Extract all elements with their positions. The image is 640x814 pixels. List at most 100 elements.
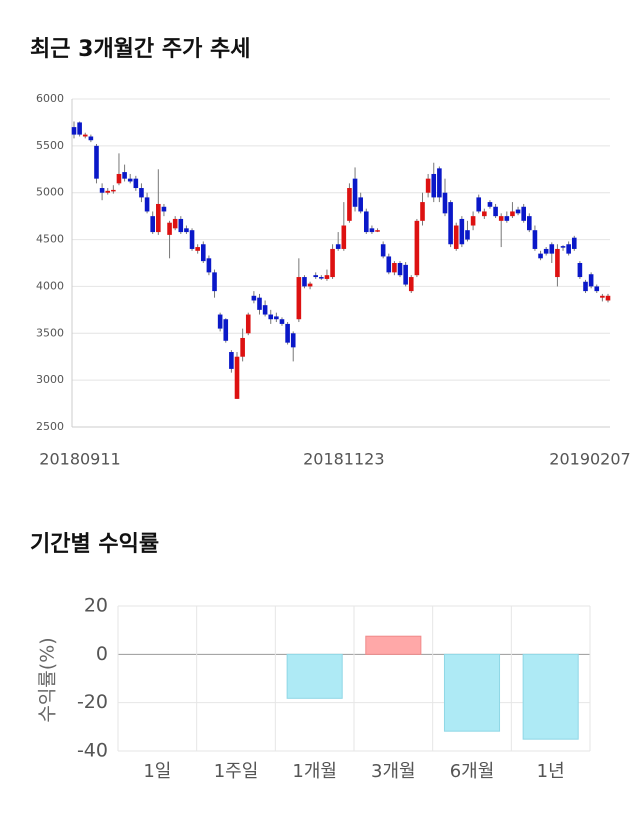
candle-body: [82, 134, 88, 137]
candle-body: [122, 172, 127, 179]
candle-body: [184, 228, 189, 233]
candle-body: [459, 218, 465, 245]
candle-body: [420, 202, 425, 221]
candle-body: [352, 178, 358, 207]
x-tick-label: 1년: [537, 761, 565, 782]
candle-body: [482, 211, 487, 217]
y-tick-label: -20: [77, 691, 108, 713]
candle-body: [223, 319, 229, 341]
x-tick-label: 1주일: [214, 761, 259, 782]
candle-body: [392, 263, 397, 273]
candle-body: [504, 216, 510, 221]
candle-body: [498, 216, 504, 221]
candle-body: [487, 202, 493, 207]
candle-body: [442, 192, 448, 214]
candle-body: [403, 264, 408, 285]
candle-body: [369, 228, 375, 233]
candle-body: [285, 323, 290, 343]
candle-body: [77, 122, 82, 135]
candle-body: [262, 305, 268, 315]
candle-body: [133, 178, 139, 189]
candle-body: [324, 275, 330, 279]
candle-body: [307, 283, 313, 287]
candle-body: [161, 206, 167, 212]
candle-body: [313, 275, 319, 278]
y-axis-label: 수익률(%): [37, 637, 59, 722]
candle-body: [538, 253, 543, 259]
candle-body: [414, 220, 420, 276]
candle-body: [583, 281, 588, 292]
candle-body: [408, 277, 414, 292]
candle-body: [319, 277, 324, 279]
x-tick-label: 6개월: [450, 761, 495, 782]
candle-body: [453, 225, 459, 249]
candle-body: [274, 316, 279, 320]
candle-body: [127, 178, 133, 182]
y-tick-label: 3500: [36, 326, 64, 339]
candle-body: [212, 272, 217, 292]
x-tick-label: 3개월: [371, 761, 416, 782]
candle-body: [144, 197, 150, 212]
candle-body: [493, 206, 498, 217]
candle-body: [397, 263, 403, 276]
y-tick-label: 2500: [36, 420, 64, 433]
candle-body: [594, 286, 600, 292]
candle-body: [437, 168, 442, 198]
candle-body: [515, 209, 521, 214]
candle-body: [302, 277, 307, 287]
candle-body: [167, 222, 172, 235]
candle-body: [257, 297, 262, 310]
candle-body: [178, 218, 184, 233]
bar: [286, 653, 343, 699]
candle-body: [245, 314, 251, 334]
candle-body: [296, 277, 302, 320]
candle-body: [206, 258, 212, 273]
candle-body: [200, 244, 206, 262]
bar: [443, 653, 501, 732]
y-tick-label: 0: [96, 643, 108, 665]
candle-body: [234, 356, 240, 399]
candle-body: [229, 352, 234, 369]
y-tick-label: 3000: [36, 373, 64, 386]
candle-body: [335, 244, 341, 249]
y-tick-label: 4000: [36, 279, 64, 292]
candle-body: [577, 263, 583, 278]
candle-body: [605, 295, 611, 301]
candle-body: [386, 256, 392, 273]
candle-body: [425, 178, 431, 193]
x-tick-label: 1개월: [292, 761, 337, 782]
bar: [522, 653, 579, 740]
bar: [365, 635, 422, 655]
candle-body: [560, 246, 566, 248]
candle-body: [363, 211, 369, 233]
candle-body: [347, 188, 352, 221]
x-tick-label: 20190207: [549, 450, 630, 469]
candle-body: [527, 216, 532, 231]
candle-body: [251, 295, 257, 301]
chart-title: 최근 3개월간 주가 추세: [30, 37, 250, 62]
candle-body: [465, 230, 470, 240]
candle-body: [139, 188, 144, 198]
y-tick-label: 5500: [36, 139, 64, 152]
candle-body: [150, 216, 155, 233]
candle-body: [549, 244, 555, 254]
candle-body: [358, 197, 363, 212]
candle-body: [156, 203, 161, 233]
candle-body: [600, 295, 605, 298]
candle-body: [217, 314, 223, 329]
y-tick-label: 5000: [36, 186, 64, 199]
candle-body: [566, 244, 571, 254]
candle-body: [341, 225, 347, 249]
candle-body: [448, 202, 453, 245]
candle-body: [88, 136, 94, 141]
chart-title: 기간별 수익률: [30, 532, 159, 557]
candle-body: [111, 189, 116, 192]
candle-body: [172, 218, 178, 229]
candle-body: [470, 216, 476, 226]
candle-body: [71, 127, 77, 135]
candle-body: [105, 190, 111, 193]
candle-body: [555, 248, 560, 278]
candle-body: [279, 319, 285, 324]
candle-body: [510, 211, 515, 217]
